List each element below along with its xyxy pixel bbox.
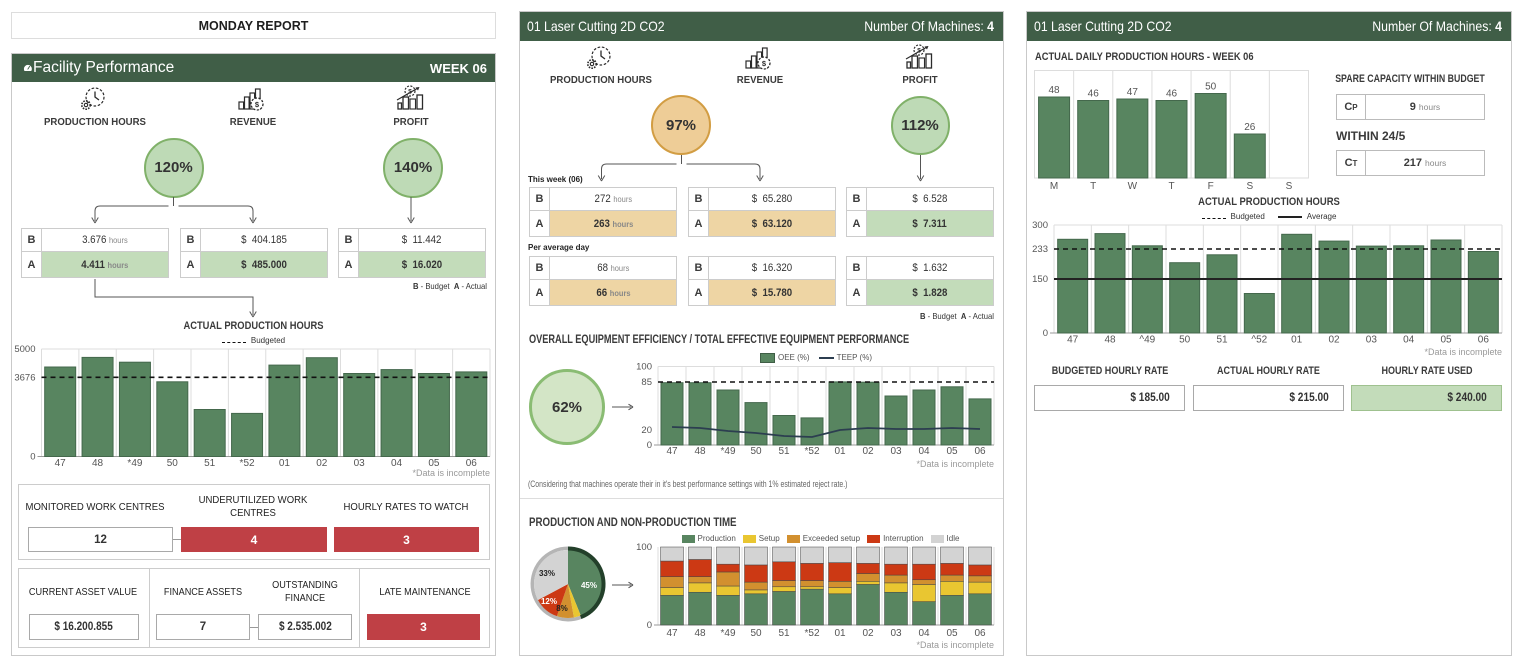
svg-text:50: 50 [750, 446, 762, 457]
svg-text:50: 50 [750, 628, 762, 639]
svg-text:300: 300 [1032, 220, 1048, 231]
svg-text:03: 03 [890, 628, 902, 639]
svg-text:51: 51 [204, 458, 216, 469]
svg-text:M: M [1050, 181, 1058, 192]
svg-text:48: 48 [1049, 85, 1061, 96]
svg-text:T: T [1090, 181, 1096, 192]
svg-text:26: 26 [1244, 122, 1256, 133]
svg-text:02: 02 [862, 628, 874, 639]
svg-text:47: 47 [55, 458, 67, 469]
svg-text:S: S [1246, 181, 1253, 192]
svg-text:03: 03 [890, 446, 902, 457]
svg-text:0: 0 [30, 452, 35, 463]
svg-text:S: S [1286, 181, 1293, 192]
svg-text:100: 100 [636, 362, 652, 373]
svg-text:0: 0 [647, 440, 652, 451]
svg-text:51: 51 [778, 628, 790, 639]
svg-text:47: 47 [666, 628, 678, 639]
svg-text:03: 03 [1366, 335, 1378, 346]
svg-text:*52: *52 [804, 628, 819, 639]
svg-text:04: 04 [918, 446, 930, 457]
svg-text:03: 03 [354, 458, 366, 469]
svg-text:51: 51 [778, 446, 790, 457]
svg-text:3676: 3676 [14, 372, 35, 383]
svg-text:T: T [1168, 181, 1174, 192]
svg-text:04: 04 [391, 458, 403, 469]
svg-text:46: 46 [1166, 89, 1178, 100]
svg-text:04: 04 [918, 628, 930, 639]
svg-text:48: 48 [92, 458, 104, 469]
svg-text:48: 48 [694, 446, 706, 457]
svg-text:01: 01 [834, 628, 846, 639]
svg-text:*49: *49 [127, 458, 142, 469]
svg-text:12%: 12% [541, 597, 557, 606]
svg-text:5000: 5000 [14, 344, 35, 355]
svg-text:50: 50 [1205, 82, 1217, 93]
svg-text:01: 01 [279, 458, 291, 469]
svg-text:20: 20 [641, 425, 652, 436]
svg-text:33%: 33% [539, 569, 555, 578]
svg-text:W: W [1128, 181, 1138, 192]
svg-text:8%: 8% [556, 604, 568, 613]
svg-text:06: 06 [974, 628, 986, 639]
svg-text:0: 0 [1043, 328, 1048, 339]
svg-text:150: 150 [1032, 274, 1048, 285]
svg-text:50: 50 [167, 458, 179, 469]
svg-text:48: 48 [694, 628, 706, 639]
svg-text:05: 05 [946, 628, 958, 639]
svg-text:*49: *49 [720, 446, 735, 457]
svg-text:F: F [1208, 181, 1214, 192]
svg-text:47: 47 [1127, 87, 1139, 98]
svg-text:*52: *52 [804, 446, 819, 457]
svg-text:04: 04 [1403, 335, 1415, 346]
svg-text:233: 233 [1032, 244, 1048, 255]
svg-text:02: 02 [862, 446, 874, 457]
svg-text:47: 47 [666, 446, 678, 457]
svg-text:06: 06 [1478, 335, 1490, 346]
svg-text:47: 47 [1067, 335, 1079, 346]
svg-text:06: 06 [974, 446, 986, 457]
svg-text:45%: 45% [581, 581, 597, 590]
svg-text:48: 48 [1104, 335, 1116, 346]
svg-text:46: 46 [1088, 89, 1100, 100]
svg-text:05: 05 [946, 446, 958, 457]
svg-text:*52: *52 [240, 458, 255, 469]
svg-text:02: 02 [316, 458, 328, 469]
svg-text:01: 01 [1291, 335, 1303, 346]
svg-text:05: 05 [428, 458, 440, 469]
svg-text:02: 02 [1328, 335, 1340, 346]
svg-text:^52: ^52 [1251, 335, 1267, 346]
svg-text:01: 01 [834, 446, 846, 457]
svg-text:06: 06 [466, 458, 478, 469]
svg-text:0: 0 [647, 620, 652, 631]
svg-text:*49: *49 [720, 628, 735, 639]
svg-text:85: 85 [641, 377, 652, 388]
svg-text:05: 05 [1440, 335, 1452, 346]
svg-text:^49: ^49 [1139, 335, 1155, 346]
svg-text:50: 50 [1179, 335, 1191, 346]
svg-text:51: 51 [1216, 335, 1228, 346]
svg-text:100: 100 [636, 542, 652, 553]
